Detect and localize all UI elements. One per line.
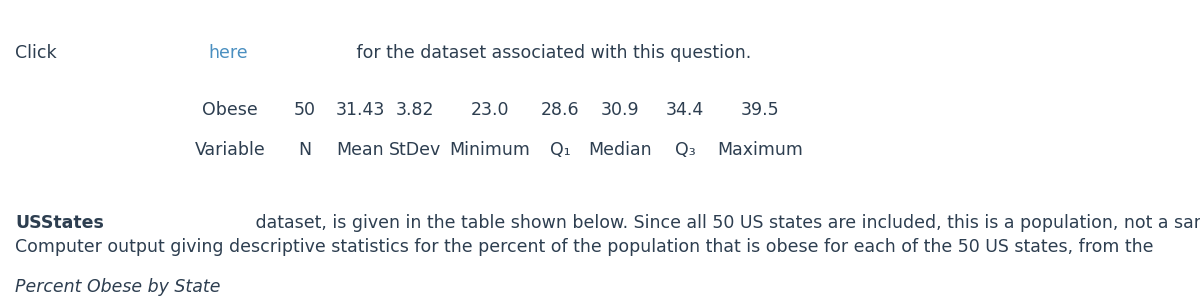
Text: 28.6: 28.6	[541, 101, 580, 119]
Text: 34.4: 34.4	[666, 101, 704, 119]
Text: 3.82: 3.82	[396, 101, 434, 119]
Text: USStates: USStates	[14, 214, 104, 232]
Text: Median: Median	[588, 141, 652, 159]
Text: Maximum: Maximum	[718, 141, 803, 159]
Text: 39.5: 39.5	[740, 101, 779, 119]
Text: Mean: Mean	[336, 141, 384, 159]
Text: 50: 50	[294, 101, 316, 119]
Text: Minimum: Minimum	[450, 141, 530, 159]
Text: Percent Obese by State: Percent Obese by State	[14, 278, 221, 296]
Text: 30.9: 30.9	[601, 101, 640, 119]
Text: Q₁: Q₁	[550, 141, 570, 159]
Text: Click: Click	[14, 44, 62, 62]
Text: Variable: Variable	[194, 141, 265, 159]
Text: N: N	[299, 141, 312, 159]
Text: 23.0: 23.0	[470, 101, 509, 119]
Text: Obese: Obese	[202, 101, 258, 119]
Text: here: here	[209, 44, 248, 62]
Text: dataset, is given in the table shown below. Since all 50 US states are included,: dataset, is given in the table shown bel…	[251, 214, 1200, 232]
Text: 31.43: 31.43	[335, 101, 385, 119]
Text: Computer output giving descriptive statistics for the percent of the population : Computer output giving descriptive stati…	[14, 238, 1153, 256]
Text: for the dataset associated with this question.: for the dataset associated with this que…	[352, 44, 751, 62]
Text: StDev: StDev	[389, 141, 442, 159]
Text: Q₃: Q₃	[674, 141, 695, 159]
